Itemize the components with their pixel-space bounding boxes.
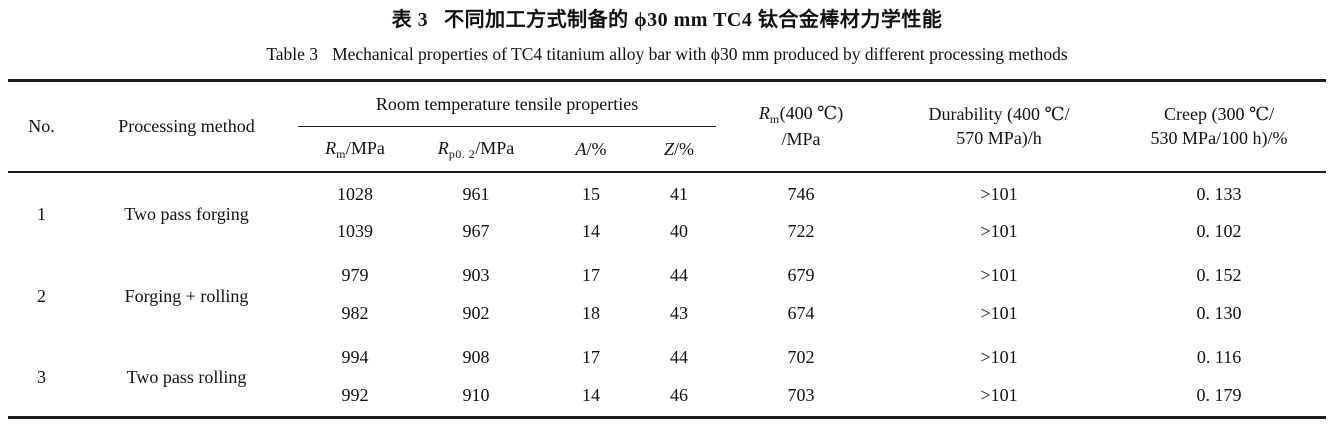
cell-a: 18 xyxy=(582,303,600,324)
creep-line2: 530 MPa/100 h)/% xyxy=(1150,128,1288,149)
rm400-symbol: R xyxy=(758,103,770,123)
rp02-symbol: R xyxy=(437,137,449,158)
table-row: 982 902 18 43 674 >101 0. 130 xyxy=(8,295,1326,336)
mechanical-properties-table: No. Processing method Room temperature t… xyxy=(8,79,1327,419)
cell-z: 44 xyxy=(670,265,689,286)
cell-method: Two pass rolling xyxy=(126,367,247,388)
rm-unit: /MPa xyxy=(345,137,385,158)
cell-no: 3 xyxy=(37,367,46,388)
rm400-subscript: m xyxy=(769,112,780,126)
cell-method: Forging + rolling xyxy=(124,285,249,306)
table-title-en: Table 3 Mechanical properties of TC4 tita… xyxy=(0,42,1334,66)
table-row: 1 Two pass forging 1028 961 15 41 746 >1… xyxy=(8,172,1326,225)
cell-z: 44 xyxy=(670,347,689,368)
cell-z: 40 xyxy=(670,221,689,242)
z-unit: /% xyxy=(674,138,695,159)
col-header-method: Processing method xyxy=(75,80,298,173)
cell-creep: 0. 179 xyxy=(1196,384,1242,405)
cell-z: 46 xyxy=(670,384,689,405)
cell-rp02: 903 xyxy=(462,265,490,286)
cell-rp02: 908 xyxy=(462,347,490,368)
rm400-condition: (400 ℃) xyxy=(779,103,844,123)
table-title-zh: 表 3 不同加工方式制备的 ϕ30 mm TC4 钛合金棒材力学性能 xyxy=(0,0,1334,33)
cell-durability: >101 xyxy=(980,183,1018,204)
rm-subscript: m xyxy=(336,146,346,161)
table-title-text-en: Mechanical properties of TC4 titanium al… xyxy=(332,44,1068,64)
rp02-subscript: p0. 2 xyxy=(448,146,476,161)
col-header-rp02: Rp0. 2/MPa xyxy=(412,126,540,173)
durability-line1: Durability (400 ℃/ xyxy=(928,103,1070,124)
col-header-no: No. xyxy=(8,80,75,173)
creep-line1: Creep (300 ℃/ xyxy=(1163,103,1275,124)
a-unit: /% xyxy=(586,138,607,159)
cell-creep: 0. 102 xyxy=(1196,221,1242,242)
cell-z: 43 xyxy=(670,303,689,324)
table-row: 2 Forging + rolling 979 903 17 44 679 >1… xyxy=(8,254,1326,306)
cell-a: 17 xyxy=(582,347,600,368)
col-group-tensile: Room temperature tensile properties xyxy=(298,80,717,127)
rm-symbol: R xyxy=(325,137,337,158)
cell-a: 14 xyxy=(582,221,600,242)
rm400-unit: /MPa xyxy=(781,129,821,150)
table-row: 3 Two pass rolling 994 908 17 44 702 >10… xyxy=(8,336,1326,387)
cell-method: Two pass forging xyxy=(124,204,249,225)
cell-no: 1 xyxy=(37,204,46,225)
cell-rm400: 674 xyxy=(787,303,815,324)
cell-durability: >101 xyxy=(980,303,1018,324)
cell-rm: 1039 xyxy=(337,221,373,242)
col-header-z: Z/% xyxy=(642,126,717,173)
cell-a: 15 xyxy=(582,183,600,204)
cell-durability: >101 xyxy=(980,265,1018,286)
cell-creep: 0. 130 xyxy=(1196,303,1242,324)
cell-rp02: 967 xyxy=(462,221,490,242)
cell-rm: 992 xyxy=(341,384,369,405)
cell-rm400: 679 xyxy=(787,265,815,286)
cell-rm: 1028 xyxy=(337,183,373,204)
cell-creep: 0. 152 xyxy=(1196,265,1242,286)
rp02-unit: /MPa xyxy=(475,137,515,158)
cell-creep: 0. 133 xyxy=(1196,183,1242,204)
col-header-a: A/% xyxy=(540,126,642,173)
col-header-creep: Creep (300 ℃/ 530 MPa/100 h)/% xyxy=(1112,80,1327,173)
cell-rm400: 703 xyxy=(787,384,815,405)
table-row: 1039 967 14 40 722 >101 0. 102 xyxy=(8,213,1326,254)
durability-line2: 570 MPa)/h xyxy=(956,128,1042,149)
cell-rp02: 902 xyxy=(462,303,490,324)
table-number-en: Table 3 xyxy=(266,44,319,64)
table-number-zh: 表 3 xyxy=(391,9,429,31)
cell-no: 2 xyxy=(37,285,46,306)
cell-durability: >101 xyxy=(980,347,1018,368)
cell-creep: 0. 116 xyxy=(1196,347,1242,368)
cell-a: 14 xyxy=(582,384,600,405)
cell-rp02: 910 xyxy=(462,384,490,405)
cell-rm: 979 xyxy=(341,265,369,286)
col-header-rm: Rm/MPa xyxy=(298,126,412,173)
cell-z: 41 xyxy=(670,183,689,204)
cell-a: 17 xyxy=(582,265,600,286)
cell-rm400: 702 xyxy=(787,347,815,368)
cell-rp02: 961 xyxy=(462,183,490,204)
cell-durability: >101 xyxy=(980,384,1018,405)
table-row: 992 910 14 46 703 >101 0. 179 xyxy=(8,377,1326,418)
cell-rm: 982 xyxy=(341,303,369,324)
cell-rm400: 722 xyxy=(787,221,815,242)
cell-rm400: 746 xyxy=(787,183,815,204)
col-header-durability: Durability (400 ℃/ 570 MPa)/h xyxy=(886,80,1113,173)
col-header-rm400: Rm(400 ℃) /MPa xyxy=(716,80,887,173)
z-symbol: Z xyxy=(664,138,675,159)
cell-durability: >101 xyxy=(980,221,1018,242)
cell-rm: 994 xyxy=(341,347,369,368)
rm400-line1: Rm(400 ℃) xyxy=(758,103,844,126)
a-symbol: A xyxy=(575,138,587,159)
table-title-text-zh: 不同加工方式制备的 ϕ30 mm TC4 钛合金棒材力学性能 xyxy=(444,9,943,31)
